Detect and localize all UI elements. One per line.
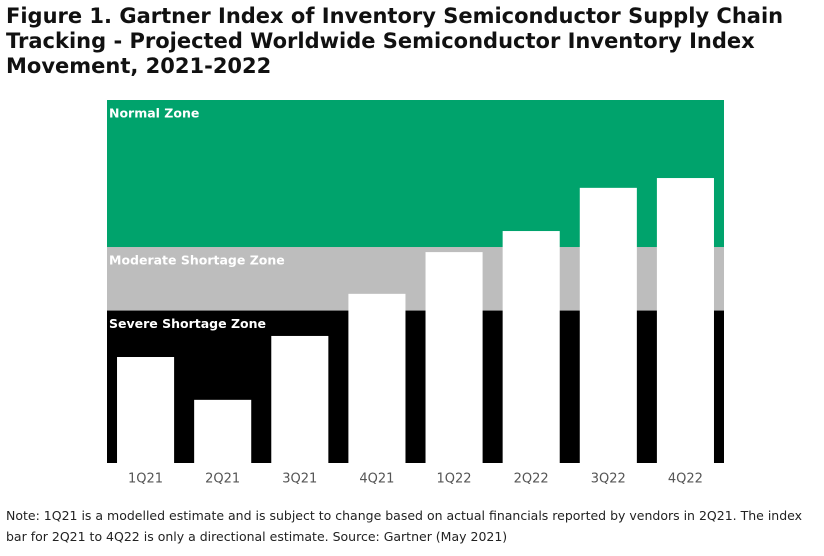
bar <box>117 357 175 463</box>
bar <box>502 231 560 463</box>
bar <box>194 399 252 463</box>
x-tick-label: 4Q21 <box>359 472 394 487</box>
x-tick-label: 3Q22 <box>591 472 626 487</box>
note: Note: 1Q21 is a modelled estimate and is… <box>6 508 803 544</box>
chart-title: Figure 1. Gartner Index of Inventory Sem… <box>6 4 784 78</box>
bar <box>271 335 329 463</box>
chart: Severe Shortage Zone Moderate Shortage Zo… <box>107 100 724 487</box>
x-tick-label: 2Q22 <box>514 472 549 487</box>
x-tick-label: 3Q21 <box>282 472 317 487</box>
bar <box>348 293 406 463</box>
x-tick-label: 2Q21 <box>205 472 240 487</box>
x-tick-label: 4Q22 <box>668 472 703 487</box>
zone-label: Severe Shortage Zone <box>109 316 266 331</box>
x-tick-label: 1Q21 <box>128 472 163 487</box>
bar <box>656 178 714 464</box>
bar <box>425 252 483 463</box>
zone-label: Normal Zone <box>109 106 199 121</box>
bar <box>579 187 637 463</box>
zone-label: Moderate Shortage Zone <box>109 253 285 268</box>
x-tick-label: 1Q22 <box>437 472 472 487</box>
